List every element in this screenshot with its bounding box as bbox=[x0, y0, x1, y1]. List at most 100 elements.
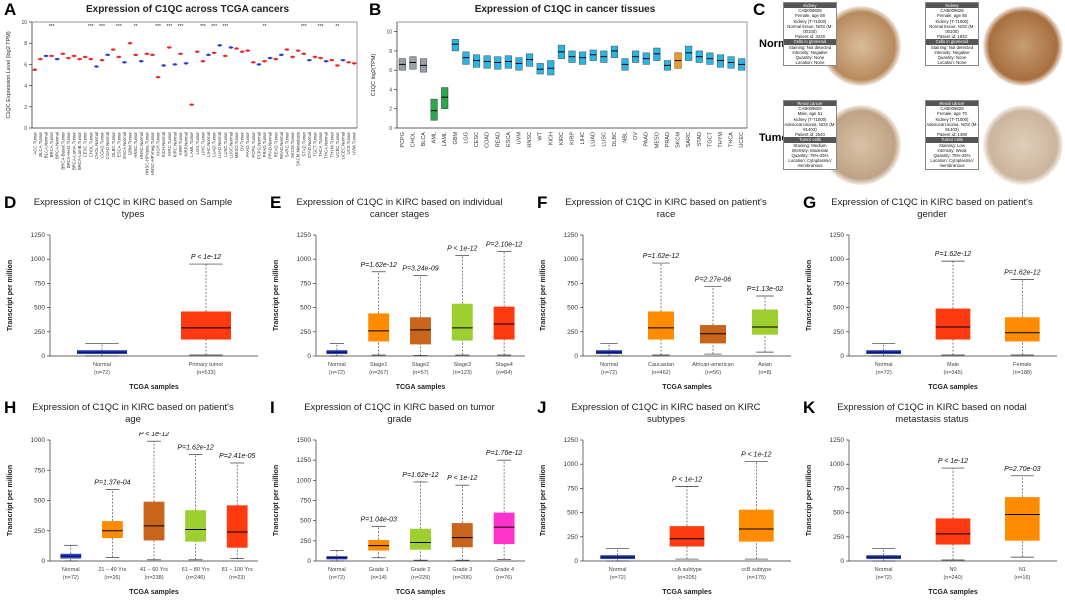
box bbox=[441, 87, 449, 109]
x-tick-label: BLCA bbox=[421, 132, 427, 147]
y-tick-label: 0 bbox=[24, 126, 27, 132]
y-tick-label: 500 bbox=[833, 510, 844, 517]
panel-letter: H bbox=[4, 398, 17, 417]
box bbox=[102, 521, 123, 539]
box bbox=[181, 311, 231, 340]
y-tick-label: 250 bbox=[567, 534, 578, 541]
y-tick-label: 1000 bbox=[31, 437, 46, 444]
significance-label: *** bbox=[318, 24, 324, 30]
x-tick-label: HNSC-HPVneg.Tumor bbox=[150, 131, 155, 175]
significance-label: *** bbox=[166, 24, 172, 30]
p-value-label: P=1.62e-12 bbox=[643, 253, 679, 260]
p-value-label: P < 1e-12 bbox=[741, 451, 771, 458]
x-tick-label: Grade 2 bbox=[411, 567, 431, 573]
x-tick-label: UCEC bbox=[739, 132, 745, 148]
n-label: (n=533) bbox=[196, 370, 215, 376]
x-tick-label: N0 bbox=[949, 567, 956, 573]
n-label: (n=14) bbox=[371, 575, 387, 581]
x-tick-label: LGG.Tumor bbox=[195, 131, 200, 154]
x-tick-label: TGCT.Tumor bbox=[312, 131, 317, 156]
y-tick-label: 1250 bbox=[31, 232, 46, 239]
median-point bbox=[134, 53, 137, 57]
median-point bbox=[296, 49, 300, 52]
median-point bbox=[224, 54, 227, 58]
y-tick-label: 250 bbox=[34, 528, 45, 535]
x-tick-label: READ.Normal bbox=[279, 132, 284, 159]
median-point bbox=[235, 47, 238, 50]
median-point bbox=[72, 54, 76, 58]
y-tick-label: 500 bbox=[300, 305, 311, 312]
chart-title: Expression of C1QC in KIRC based on noda… bbox=[837, 402, 1027, 425]
median-point bbox=[67, 56, 70, 60]
x-tick-label: Stage4 bbox=[495, 362, 512, 368]
x-tick-label: CESC.Tumor bbox=[83, 131, 88, 157]
median-point bbox=[78, 57, 81, 61]
x-tick-label: TGCT bbox=[707, 131, 713, 147]
info-line: Kidney (T-71000) bbox=[793, 116, 827, 122]
x-tick-label: KIRP.Normal bbox=[184, 132, 189, 157]
median-point bbox=[274, 57, 278, 61]
significance-label: *** bbox=[88, 24, 94, 30]
info-line: Patient id: 2540 bbox=[795, 132, 825, 138]
box bbox=[493, 512, 515, 545]
median-point bbox=[280, 53, 283, 57]
plot-frame bbox=[31, 21, 358, 129]
y-tick-label: 500 bbox=[567, 305, 578, 312]
panel: J Expression of C1QC in KIRC based on KIR… bbox=[533, 398, 799, 601]
info-line: Tumor cells bbox=[784, 137, 836, 143]
median-point bbox=[218, 44, 222, 47]
info-line: Patient id: 1933 bbox=[937, 34, 967, 40]
info-card: Kidney CAB009828 Female, age 56 Kidney (T-7… bbox=[925, 2, 979, 67]
info-line: Renal cancer bbox=[926, 101, 978, 107]
x-tick-label: ccA subtype bbox=[672, 567, 702, 573]
info-line: CAB009828 bbox=[798, 8, 822, 14]
info-line: CAB009828 bbox=[798, 106, 822, 112]
median-point bbox=[313, 55, 317, 59]
box bbox=[226, 505, 248, 548]
p-value-label: P=1.62e-12 bbox=[1004, 270, 1040, 277]
y-tick-label: 1000 bbox=[297, 256, 312, 263]
x-axis-label: TCGA samples bbox=[396, 589, 446, 596]
y-tick-label: 250 bbox=[300, 538, 311, 545]
median-point bbox=[257, 63, 261, 66]
info-line: Kidney bbox=[926, 3, 978, 9]
y-tick-label: 0 bbox=[307, 353, 311, 360]
info-line: Cells in glomeruli bbox=[926, 39, 978, 45]
box bbox=[648, 311, 674, 340]
x-tick-label: PAAD.Tumor bbox=[245, 131, 250, 156]
info-line: Staining: Not detected bbox=[930, 44, 974, 50]
n-label: (n=246) bbox=[186, 575, 205, 581]
x-tick-label: BRCA.Tumor bbox=[49, 131, 54, 157]
median-point bbox=[330, 58, 334, 62]
x-tick-label: THCA.Tumor bbox=[318, 131, 323, 157]
info-card: Renal cancer CAB009828 Male, age 61 Kidney … bbox=[783, 100, 837, 170]
info-line: Female, age 56 bbox=[937, 13, 967, 19]
n-label: (n=206) bbox=[453, 575, 472, 581]
y-tick-label: 2 bbox=[24, 105, 27, 111]
n-label: (n=72) bbox=[610, 575, 626, 581]
y-tick-label: 500 bbox=[833, 305, 844, 312]
x-tick-label: GBM bbox=[453, 132, 459, 145]
box bbox=[752, 309, 778, 335]
x-tick-label: Grade 3 bbox=[452, 567, 472, 573]
chart-title: Expression of C1QC in KIRC based on KIRC… bbox=[571, 402, 761, 425]
info-line: Intensity: Negative bbox=[792, 49, 828, 55]
x-tick-label: MESO bbox=[654, 131, 660, 148]
median-point bbox=[212, 51, 216, 55]
plot: 0 250 500 750 1000 1250 Transcript per million… bbox=[806, 232, 1057, 391]
panel: G Expression of C1QC in KIRC based on pat… bbox=[799, 193, 1065, 396]
y-tick-label: 4 bbox=[389, 87, 392, 93]
tissue-image bbox=[983, 6, 1063, 86]
n-label: (n=84) bbox=[496, 370, 512, 376]
x-tick-label: HNSC.Tumor bbox=[133, 131, 138, 157]
x-axis-label: TCGA samples bbox=[662, 384, 712, 391]
x-tick-label: Grade 4 bbox=[494, 567, 514, 573]
plot: 0 250 500 750 1000 1250 Transcript per million… bbox=[273, 232, 525, 391]
median-point bbox=[33, 68, 37, 71]
median-point bbox=[341, 58, 345, 62]
median-point bbox=[50, 54, 53, 58]
x-tick-label: LIHC.Tumor bbox=[200, 131, 205, 155]
x-tick-label: Male bbox=[947, 362, 959, 368]
x-tick-label: ESCA bbox=[506, 132, 512, 147]
median-point bbox=[139, 59, 143, 63]
